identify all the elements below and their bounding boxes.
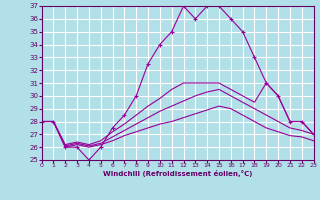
X-axis label: Windchill (Refroidissement éolien,°C): Windchill (Refroidissement éolien,°C) (103, 170, 252, 177)
